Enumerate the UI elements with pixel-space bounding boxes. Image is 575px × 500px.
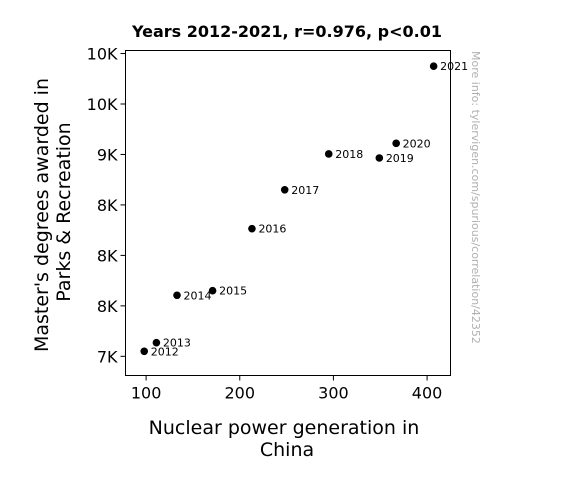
y-tick-label: 8K	[97, 246, 118, 265]
x-tick-label: 100	[131, 384, 162, 403]
y-axis-title-line-1: Master's degrees awarded in	[31, 78, 53, 352]
data-point-label: 2017	[291, 184, 319, 197]
data-point	[140, 347, 149, 356]
y-tick-label: 10K	[87, 45, 118, 64]
y-tick-label: 7K	[97, 347, 118, 366]
data-point-label: 2021	[440, 60, 468, 73]
data-point-label: 2012	[151, 345, 179, 358]
data-point-label: 2013	[163, 337, 191, 350]
data-point	[173, 291, 181, 300]
x-tick-label: 400	[412, 384, 443, 403]
x-axis-title: Nuclear power generation in China	[149, 417, 426, 461]
data-point-label: 2020	[403, 137, 431, 150]
data-point-label: 2019	[386, 152, 414, 165]
y-axis-ticks: 7K 8K 8K 8K 9K 10K 10K	[87, 45, 126, 366]
data-point	[248, 224, 256, 233]
source-watermark: More info: tylervigen.com/spurious/corre…	[469, 51, 482, 344]
y-axis-title-line-2: Parks & Recreation	[53, 122, 75, 301]
data-point-label: 2015	[219, 285, 247, 298]
data-point-label: 2014	[184, 289, 212, 302]
data-point-label: 2018	[335, 148, 363, 161]
data-point	[429, 62, 438, 70]
y-tick-label: 10K	[87, 95, 118, 114]
x-tick-label: 300	[318, 384, 349, 403]
data-point	[324, 150, 333, 158]
x-axis-ticks: 100 200 300 400	[131, 375, 443, 403]
data-points	[140, 62, 438, 356]
y-tick-label: 8K	[97, 297, 118, 316]
x-axis-title-line-1: Nuclear power generation in	[149, 417, 420, 439]
data-point	[392, 139, 400, 148]
plot-area	[125, 50, 451, 376]
x-axis-title-line-2: China	[260, 439, 314, 461]
data-point-label: 2016	[258, 223, 286, 236]
y-tick-label: 8K	[97, 196, 118, 215]
x-tick-label: 200	[224, 384, 255, 403]
y-tick-label: 9K	[97, 145, 118, 164]
data-point	[208, 286, 217, 295]
chart-title: Years 2012-2021, r=0.976, p<0.01	[131, 22, 442, 41]
data-point	[375, 154, 384, 162]
data-point	[280, 185, 289, 194]
data-point	[152, 338, 161, 347]
y-axis-title: Master's degrees awarded in Parks & Recr…	[31, 72, 75, 352]
